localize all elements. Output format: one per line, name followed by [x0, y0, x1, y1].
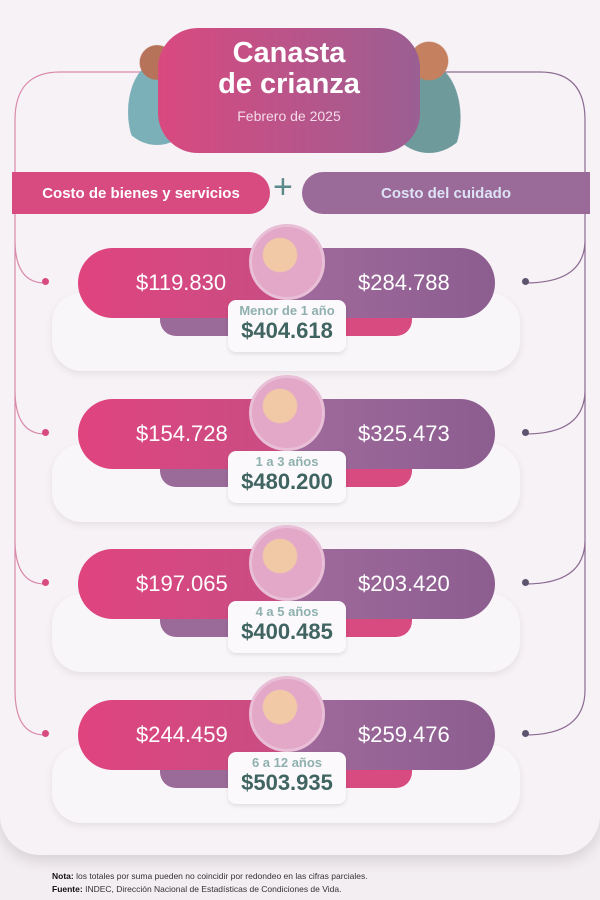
row-age-0: $119.830 $284.788 Menor de 1 año $404.61…: [0, 224, 600, 388]
left-dot: [42, 429, 49, 436]
header-bienes: Costo de bienes y servicios: [12, 172, 270, 214]
title-line-2: de crianza: [218, 68, 360, 100]
right-dot: [522, 429, 529, 436]
older-child-avatar-icon: [249, 676, 325, 752]
left-dot: [42, 278, 49, 285]
total-value: $480.200: [241, 469, 333, 494]
title-line-1: Canasta: [232, 37, 346, 69]
footnotes: Nota: los totales por suma pueden no coi…: [52, 870, 368, 896]
total-value: $404.618: [241, 318, 333, 343]
fuente-text: INDEC, Dirección Nacional de Estadística…: [85, 884, 342, 894]
nota-label: Nota:: [52, 871, 74, 881]
total-value: $503.935: [241, 770, 333, 795]
child-avatar-icon: [249, 525, 325, 601]
age-label: Menor de 1 año: [239, 303, 335, 318]
age-label: 1 a 3 años: [255, 454, 319, 469]
left-dot: [42, 579, 49, 586]
age-label: 4 a 5 años: [255, 604, 319, 619]
row-age-1: $154.728 $325.473 1 a 3 años $480.200: [0, 375, 600, 539]
right-dot: [522, 579, 529, 586]
total-value: $400.485: [241, 619, 333, 644]
total-box: 1 a 3 años $480.200: [228, 451, 346, 503]
toddler-avatar-icon: [249, 375, 325, 451]
row-age-2: $197.065 $203.420 4 a 5 años $400.485: [0, 525, 600, 689]
row-age-3: $244.459 $259.476 6 a 12 años $503.935: [0, 676, 600, 840]
fuente-label: Fuente:: [52, 884, 83, 894]
right-dot: [522, 730, 529, 737]
nota-text: los totales por suma pueden no coincidir…: [76, 871, 368, 881]
plus-icon: +: [273, 168, 293, 206]
header-cuidado: Costo del cuidado: [302, 172, 590, 214]
age-label: 6 a 12 años: [251, 755, 323, 770]
total-box: 4 a 5 años $400.485: [228, 601, 346, 653]
left-dot: [42, 730, 49, 737]
right-dot: [522, 278, 529, 285]
total-box: Menor de 1 año $404.618: [228, 300, 346, 352]
baby-avatar-icon: [249, 224, 325, 300]
total-box: 6 a 12 años $503.935: [228, 752, 346, 804]
subtitle: Febrero de 2025: [237, 108, 341, 124]
title-banner: Canasta de crianza Febrero de 2025: [158, 28, 420, 153]
